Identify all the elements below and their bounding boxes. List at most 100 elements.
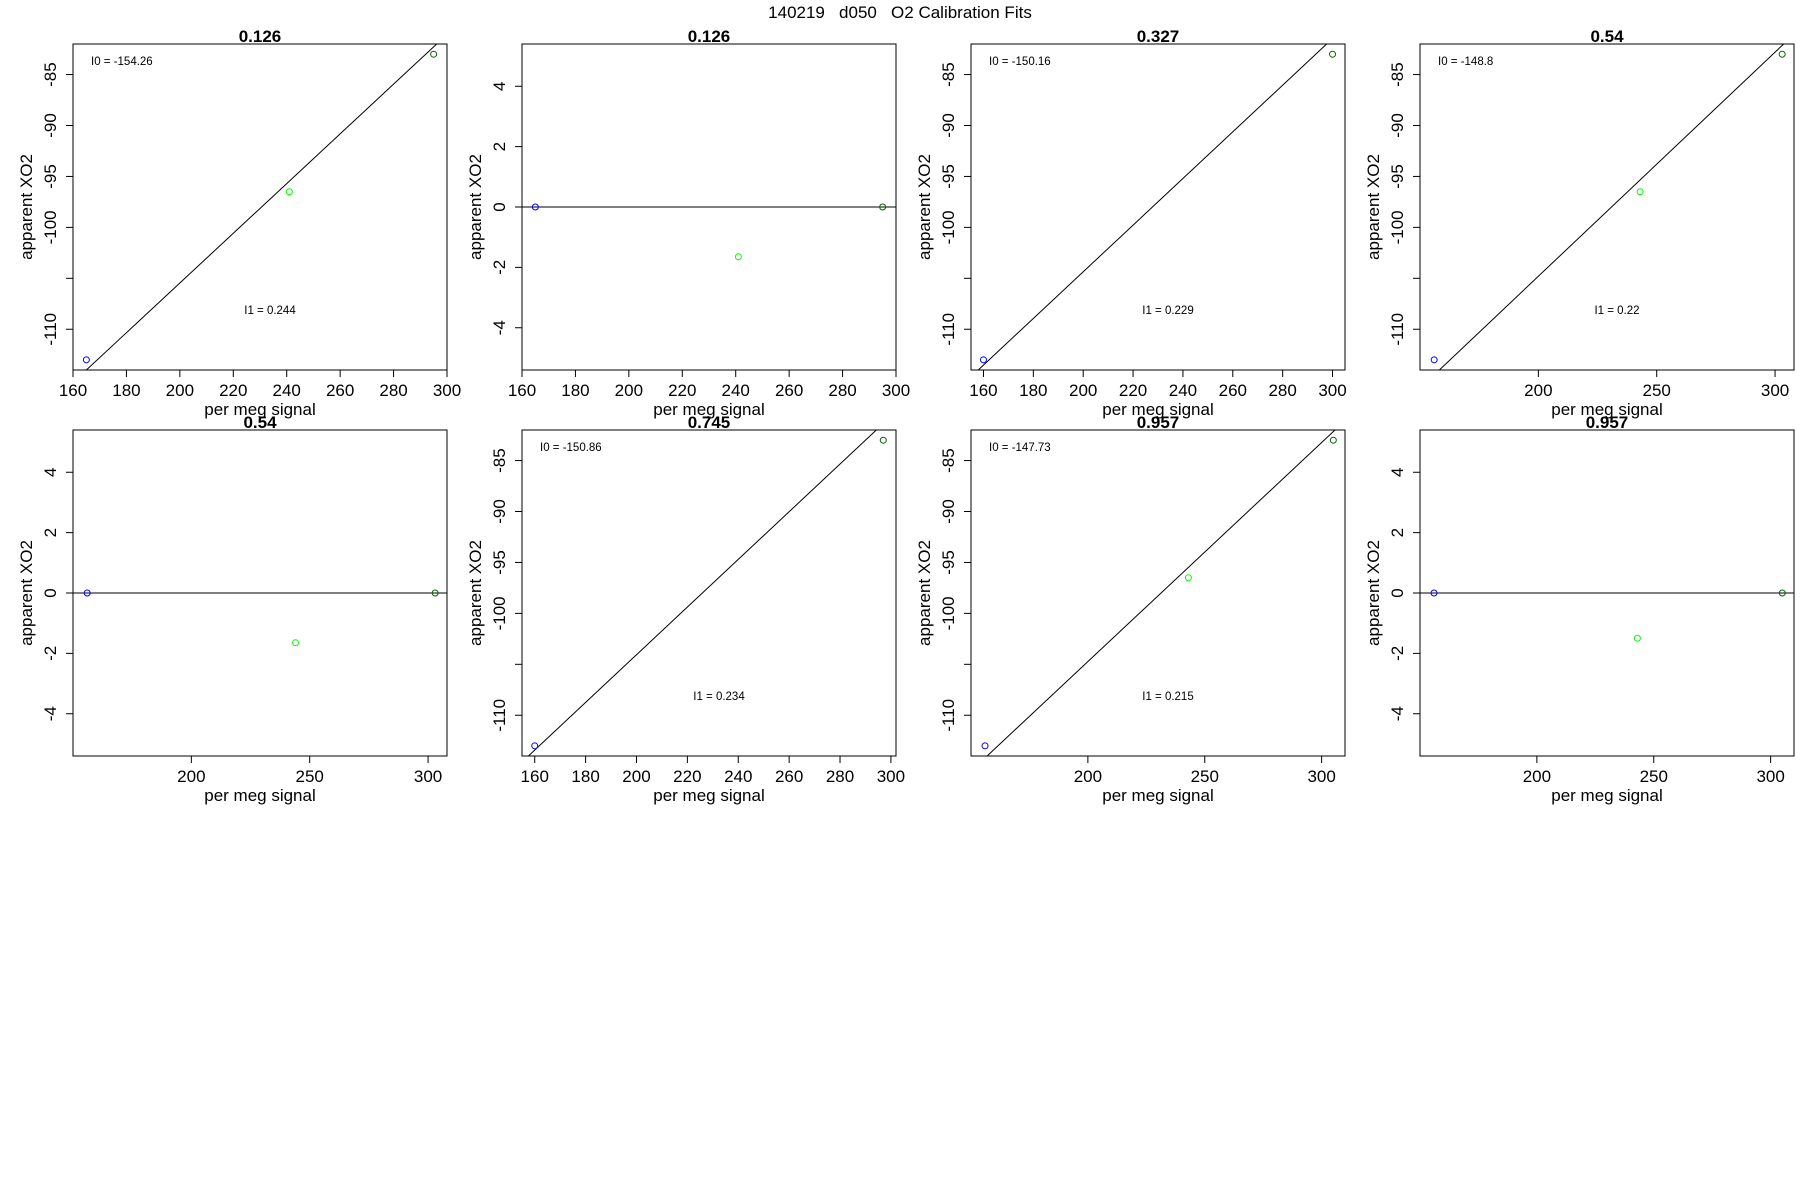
data-point: [292, 639, 300, 647]
y-tick-label: -90: [490, 499, 509, 524]
y-tick-label: -110: [939, 313, 958, 346]
panel-1: 0.126 160 180 200 220 240 260 280 300 per meg sig…: [17, 27, 461, 419]
data-point: [431, 589, 439, 597]
y-tick-label: 2: [41, 528, 60, 537]
y-tick-label: -95: [41, 164, 60, 189]
x-tick-label: 300: [1318, 381, 1346, 400]
panel-title: 0.54: [1590, 27, 1624, 46]
data-point: [1329, 436, 1337, 444]
x-tick-label: 200: [166, 381, 194, 400]
x-tick-label: 300: [414, 767, 442, 786]
x-tick-label: 240: [722, 381, 750, 400]
x-tick-label: 160: [969, 381, 997, 400]
x-tick-label: 250: [1640, 767, 1668, 786]
x-tick-label: 300: [877, 767, 905, 786]
x-tick-label: 260: [775, 381, 803, 400]
y-axis-label: apparent XO2: [17, 154, 36, 260]
y-axis-label: apparent XO2: [17, 540, 36, 646]
data-point: [979, 356, 987, 364]
x-tick-label: 240: [1169, 381, 1197, 400]
x-tick-label: 240: [724, 767, 752, 786]
panel-title: 0.327: [1137, 27, 1180, 46]
y-tick-label: -100: [490, 596, 509, 630]
y-tick-label: -4: [1388, 706, 1407, 721]
y-tick-label: -100: [939, 210, 958, 244]
x-tick-label: 300: [1761, 381, 1789, 400]
y-tick-label: 4: [490, 82, 509, 91]
x-tick-label: 220: [219, 381, 247, 400]
x-tick-label: 200: [1074, 767, 1102, 786]
x-tick-label: 160: [59, 381, 87, 400]
x-tick-label: 200: [622, 767, 650, 786]
x-axis-label: per meg signal: [204, 786, 316, 805]
y-tick-label: -85: [1388, 62, 1407, 87]
x-tick-label: 160: [508, 381, 536, 400]
y-tick-label: -90: [939, 113, 958, 138]
y-tick-label: -95: [939, 164, 958, 189]
x-tick-label: 180: [561, 381, 589, 400]
data-point: [82, 356, 90, 364]
plot-frame: [970, 429, 1346, 757]
x-tick-label: 300: [1756, 767, 1784, 786]
fit-annotation: I1 = 0.244: [244, 305, 296, 317]
y-tick-label: -90: [41, 113, 60, 138]
x-axis-label: per meg signal: [1102, 786, 1214, 805]
fit-annotation: I1 = 0.229: [1142, 305, 1193, 317]
y-axis-label: apparent XO2: [466, 540, 485, 646]
y-axis-label: apparent XO2: [915, 540, 934, 646]
figure-title: 140219 d050 O2 Calibration Fits: [768, 3, 1032, 22]
x-axis-label: per meg signal: [1551, 786, 1663, 805]
y-tick-label: -85: [939, 62, 958, 87]
panel-title: 0.957: [1137, 413, 1180, 432]
y-tick-label: 2: [1388, 528, 1407, 537]
x-tick-label: 200: [1524, 381, 1552, 400]
y-axis-label: apparent XO2: [1364, 154, 1383, 260]
x-axis-label: per meg signal: [1102, 400, 1214, 419]
data-point: [1430, 356, 1438, 364]
x-tick-label: 280: [1268, 381, 1296, 400]
x-tick-label: 250: [1643, 381, 1671, 400]
panel-5: 0.54 200 250 300 per meg signal -4 -2 0 2 4 appare…: [17, 413, 448, 805]
y-tick-label: 0: [490, 202, 509, 211]
y-tick-label: -100: [41, 210, 60, 244]
data-point: [83, 589, 91, 597]
x-tick-label: 200: [615, 381, 643, 400]
y-tick-label: -4: [41, 706, 60, 721]
fit-line: [986, 430, 1336, 756]
x-tick-label: 200: [1069, 381, 1097, 400]
fit-line: [527, 430, 878, 756]
data-point: [1430, 589, 1438, 597]
y-tick-label: -100: [1388, 210, 1407, 244]
data-point: [1778, 50, 1786, 58]
panel-6: 0.745 160 180 200 220 240 260 280 300 per meg sig…: [466, 413, 905, 805]
y-tick-label: -85: [939, 448, 958, 473]
data-point: [981, 742, 989, 750]
x-tick-label: 160: [521, 767, 549, 786]
y-tick-label: 0: [1388, 588, 1407, 597]
plot-frame: [521, 429, 897, 757]
y-tick-label: -110: [490, 699, 509, 732]
x-axis-label: per meg signal: [653, 400, 765, 419]
fit-line: [85, 44, 438, 370]
x-axis-label: per meg signal: [204, 400, 316, 419]
panel-title: 0.957: [1586, 413, 1629, 432]
x-tick-label: 300: [433, 381, 461, 400]
fit-annotation: I1 = 0.215: [1142, 691, 1193, 703]
fit-line: [977, 44, 1328, 370]
y-tick-label: -110: [1388, 313, 1407, 346]
y-axis-label: apparent XO2: [1364, 540, 1383, 646]
y-tick-label: -2: [490, 260, 509, 275]
data-point: [531, 203, 539, 211]
data-point: [285, 188, 293, 196]
fit-line: [1438, 44, 1785, 370]
x-tick-label: 260: [775, 767, 803, 786]
data-point: [1636, 188, 1644, 196]
y-axis-label: apparent XO2: [466, 154, 485, 260]
panel-8: 0.957 200 250 300 per meg signal -4 -2 0 2 4 appar…: [1364, 413, 1795, 805]
fit-annotation: I0 = -148.8: [1438, 56, 1493, 68]
y-tick-label: -85: [490, 448, 509, 473]
x-tick-label: 260: [326, 381, 354, 400]
